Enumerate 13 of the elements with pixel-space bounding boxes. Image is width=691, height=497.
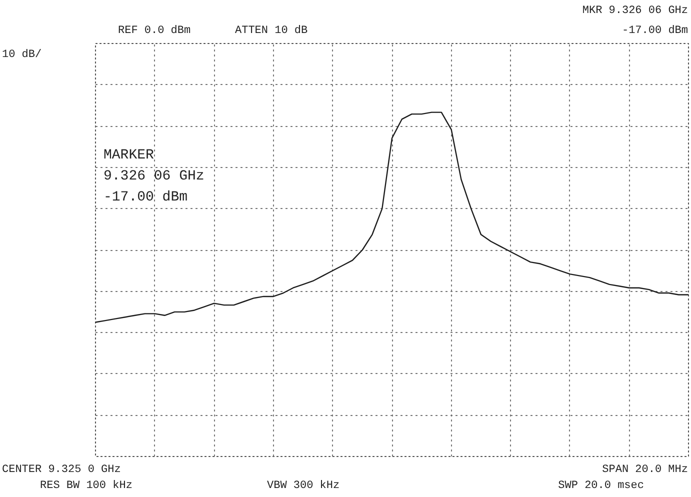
text: 10 dB/: [2, 48, 42, 63]
text: SWP 20.0 msec: [558, 479, 644, 494]
annotation: -17.00 dBm: [104, 190, 188, 206]
text: REF 0.0 dBm: [118, 24, 191, 39]
text: ATTEN 10 dB: [235, 24, 308, 39]
text: RES BW 100 kHz: [40, 479, 132, 494]
text: -17.00 dBm: [622, 24, 688, 39]
text: VBW 300 kHz: [267, 479, 340, 494]
annotation: 9.326 06 GHz: [104, 168, 204, 184]
text: CENTER 9.325 0 GHz: [2, 463, 121, 478]
text: MKR 9.326 06 GHz: [582, 4, 688, 19]
annotation: MARKER: [104, 148, 155, 164]
text: SPAN 20.0 MHz: [602, 463, 688, 478]
